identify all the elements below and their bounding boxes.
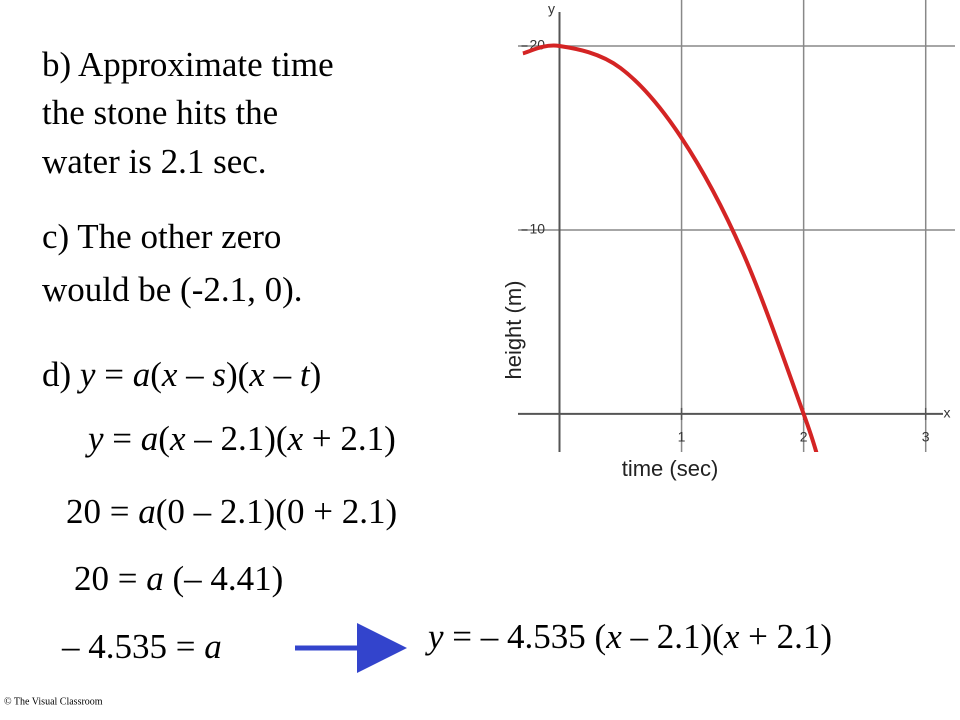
text-segment: c) The other zero xyxy=(42,217,281,256)
text-line: c) The other zero xyxy=(42,217,281,256)
text-segment: x xyxy=(248,355,265,394)
text-segment: = xyxy=(95,355,132,394)
text-segment: water is 2.1 sec. xyxy=(42,142,267,181)
text-segment: a xyxy=(146,559,164,598)
text-segment: – xyxy=(177,355,212,394)
y-axis-label: height (m) xyxy=(501,280,526,379)
copyright: © The Visual Classroom xyxy=(4,696,103,707)
text-segment: would be (-2.1, 0). xyxy=(42,270,303,309)
text-segment: a xyxy=(204,627,222,666)
text-line: 20 = a (– 4.41) xyxy=(74,559,283,598)
text-segment: )( xyxy=(226,355,249,394)
text-line: b) Approximate time xyxy=(42,45,334,84)
text-segment: s xyxy=(212,355,226,394)
curve xyxy=(522,43,819,452)
text-segment: y xyxy=(77,355,96,394)
text-line: would be (-2.1, 0). xyxy=(42,270,303,309)
text-segment: x xyxy=(723,617,740,656)
text-segment: 20 = xyxy=(74,559,146,598)
text-segment: 20 = xyxy=(66,492,138,531)
text-line: y = a(x – 2.1)(x + 2.1) xyxy=(85,419,396,458)
text-segment: the stone hits the xyxy=(42,93,278,132)
x-axis-label: time (sec) xyxy=(622,456,719,481)
text-segment: – 4.535 = xyxy=(61,627,204,666)
text-line: the stone hits the xyxy=(42,93,278,132)
text-segment: x xyxy=(605,617,622,656)
text-segment: x xyxy=(161,355,178,394)
text-segment: ( xyxy=(150,355,162,394)
text-line: – 4.535 = a xyxy=(61,627,222,666)
text-line: water is 2.1 sec. xyxy=(42,142,267,181)
text-segment: – 2.1)( xyxy=(622,617,724,656)
text-segment: + 2.1) xyxy=(739,617,832,656)
text-segment: d) xyxy=(42,355,80,394)
x-tick-label: 1 xyxy=(678,429,686,445)
y-tick-label: 10 xyxy=(530,221,546,237)
text-segment: – 2.1)( xyxy=(186,419,288,458)
text-segment: (– 4.41) xyxy=(164,559,284,598)
text-segment: (0 – 2.1)(0 + 2.1) xyxy=(156,492,397,531)
text-segment: y xyxy=(425,617,444,656)
text-segment: + 2.1) xyxy=(303,419,396,458)
text-line: d) y = a(x – s)(x – t) xyxy=(42,355,321,394)
text-segment: a xyxy=(133,355,151,394)
text-segment: ) xyxy=(310,355,322,394)
text-segment: y xyxy=(85,419,104,458)
x-tick-label: 2 xyxy=(800,429,808,445)
x-tick-label: 3 xyxy=(922,429,930,445)
text-segment: a xyxy=(138,492,156,531)
text-segment: – xyxy=(265,355,300,394)
text-segment: = – 4.535 ( xyxy=(444,617,607,656)
text-line: 20 = a(0 – 2.1)(0 + 2.1) xyxy=(66,492,397,531)
text-segment: x xyxy=(169,419,186,458)
text-segment: a xyxy=(141,419,159,458)
text-segment: t xyxy=(300,355,311,394)
text-segment: ( xyxy=(158,419,170,458)
x-axis-letter: x xyxy=(944,405,951,421)
y-axis-letter: y xyxy=(548,1,555,17)
text-line: y = – 4.535 (x – 2.1)(x + 2.1) xyxy=(425,617,832,656)
text-segment: x xyxy=(287,419,304,458)
text-segment: = xyxy=(104,419,141,458)
text-segment: b) Approximate time xyxy=(42,45,334,84)
